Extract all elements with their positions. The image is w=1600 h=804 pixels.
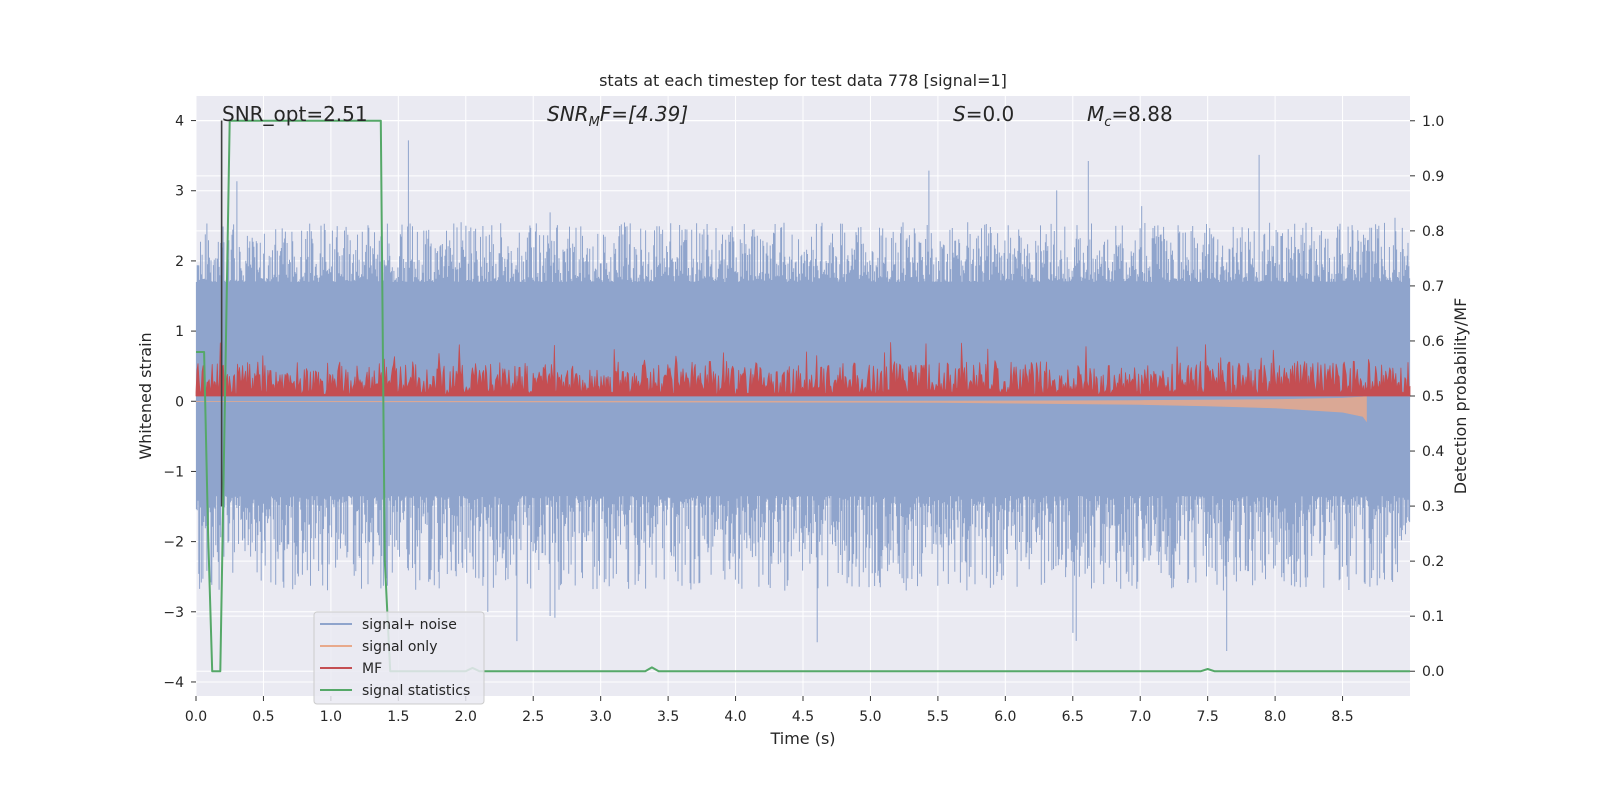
- signal-only-line: [196, 394, 1367, 423]
- x-tick-label: 0.0: [185, 709, 207, 725]
- y-tick-label: −4: [163, 675, 184, 691]
- y2-tick-label: 0.0: [1422, 664, 1444, 680]
- annotation-mc-label: M: [1087, 102, 1104, 126]
- annotation-s-value: =0.0: [966, 102, 1015, 126]
- chart-title: stats at each timestep for test data 778…: [599, 71, 1007, 90]
- annotation-mc: Mc=8.88: [1087, 102, 1173, 130]
- y-tick-label: 2: [175, 254, 184, 270]
- mf-line: [195, 342, 1411, 397]
- annotation-snr-mf-label: SNR: [547, 102, 589, 126]
- y-tick-label: −3: [163, 605, 184, 621]
- x-tick-label: 8.0: [1264, 709, 1286, 725]
- x-tick-label: 4.5: [792, 709, 814, 725]
- y2-tick-label: 0.6: [1422, 334, 1444, 350]
- x-tick-label: 1.5: [387, 709, 409, 725]
- y2-tick-label: 0.7: [1422, 279, 1444, 295]
- annotation-mc-sub: c: [1104, 115, 1111, 130]
- x-tick-label: 5.0: [859, 709, 881, 725]
- x-tick-label: 1.0: [320, 709, 342, 725]
- y2-tick-label: 0.9: [1422, 169, 1444, 185]
- y2-tick-label: 0.2: [1422, 554, 1444, 570]
- annotation-snr-opt: SNR_opt=2.51: [222, 102, 368, 126]
- y-tick-label: −1: [163, 464, 184, 480]
- x-tick-label: 2.5: [522, 709, 544, 725]
- annotation-mc-value: =8.88: [1111, 102, 1172, 126]
- y2-tick-label: 0.8: [1422, 224, 1444, 240]
- annotation-s: S=0.0: [953, 102, 1014, 126]
- x-tick-label: 7.0: [1129, 709, 1151, 725]
- y2-tick-label: 1.0: [1422, 114, 1444, 130]
- y2-tick-label: 0.3: [1422, 499, 1444, 515]
- y-tick-label: 4: [175, 114, 184, 130]
- y-tick-label: 3: [175, 184, 184, 200]
- annotation-snr-mf-sub: M: [589, 115, 600, 130]
- x-tick-label: 8.5: [1331, 709, 1353, 725]
- x-tick-label: 6.5: [1062, 709, 1084, 725]
- y2-axis-label: Detection probability/MF: [1451, 298, 1470, 495]
- x-tick-label: 5.5: [927, 709, 949, 725]
- y-tick-label: −2: [163, 535, 184, 551]
- legend-label-signal-statistics: signal statistics: [362, 683, 470, 699]
- annotation-snr-mf-value: F=[4.39]: [600, 102, 688, 126]
- annotation-s-label: S: [953, 102, 966, 126]
- x-tick-label: 3.0: [590, 709, 612, 725]
- y-axis-label: Whitened strain: [136, 332, 155, 459]
- legend: signal+ noise signal only MF signal stat…: [313, 611, 485, 705]
- tick-layer: 0.0 0.5 1.0 1.5 2.0 2.5 3.0 3.5 4.0 4.5 5.0 5.5 6.0 6…: [163, 114, 1444, 725]
- x-tick-label: 0.5: [252, 709, 274, 725]
- y-tick-label: 0: [175, 394, 184, 410]
- x-axis-label: Time (s): [769, 729, 835, 748]
- x-tick-label: 4.0: [724, 709, 746, 725]
- y2-tick-label: 0.4: [1422, 444, 1444, 460]
- y2-tick-label: 0.5: [1422, 389, 1444, 405]
- legend-label-signal-only: signal only: [362, 639, 437, 655]
- y-tick-label: 1: [175, 324, 184, 340]
- y2-tick-label: 0.1: [1422, 609, 1444, 625]
- x-tick-label: 7.5: [1197, 709, 1219, 725]
- legend-label-mf: MF: [362, 661, 382, 677]
- x-tick-label: 6.0: [994, 709, 1016, 725]
- annotation-snr-mf: SNRMF=[4.39]: [547, 102, 688, 130]
- legend-box: [313, 611, 485, 705]
- legend-label-signal-noise: signal+ noise: [362, 617, 457, 633]
- x-tick-label: 3.5: [657, 709, 679, 725]
- x-tick-label: 2.0: [455, 709, 477, 725]
